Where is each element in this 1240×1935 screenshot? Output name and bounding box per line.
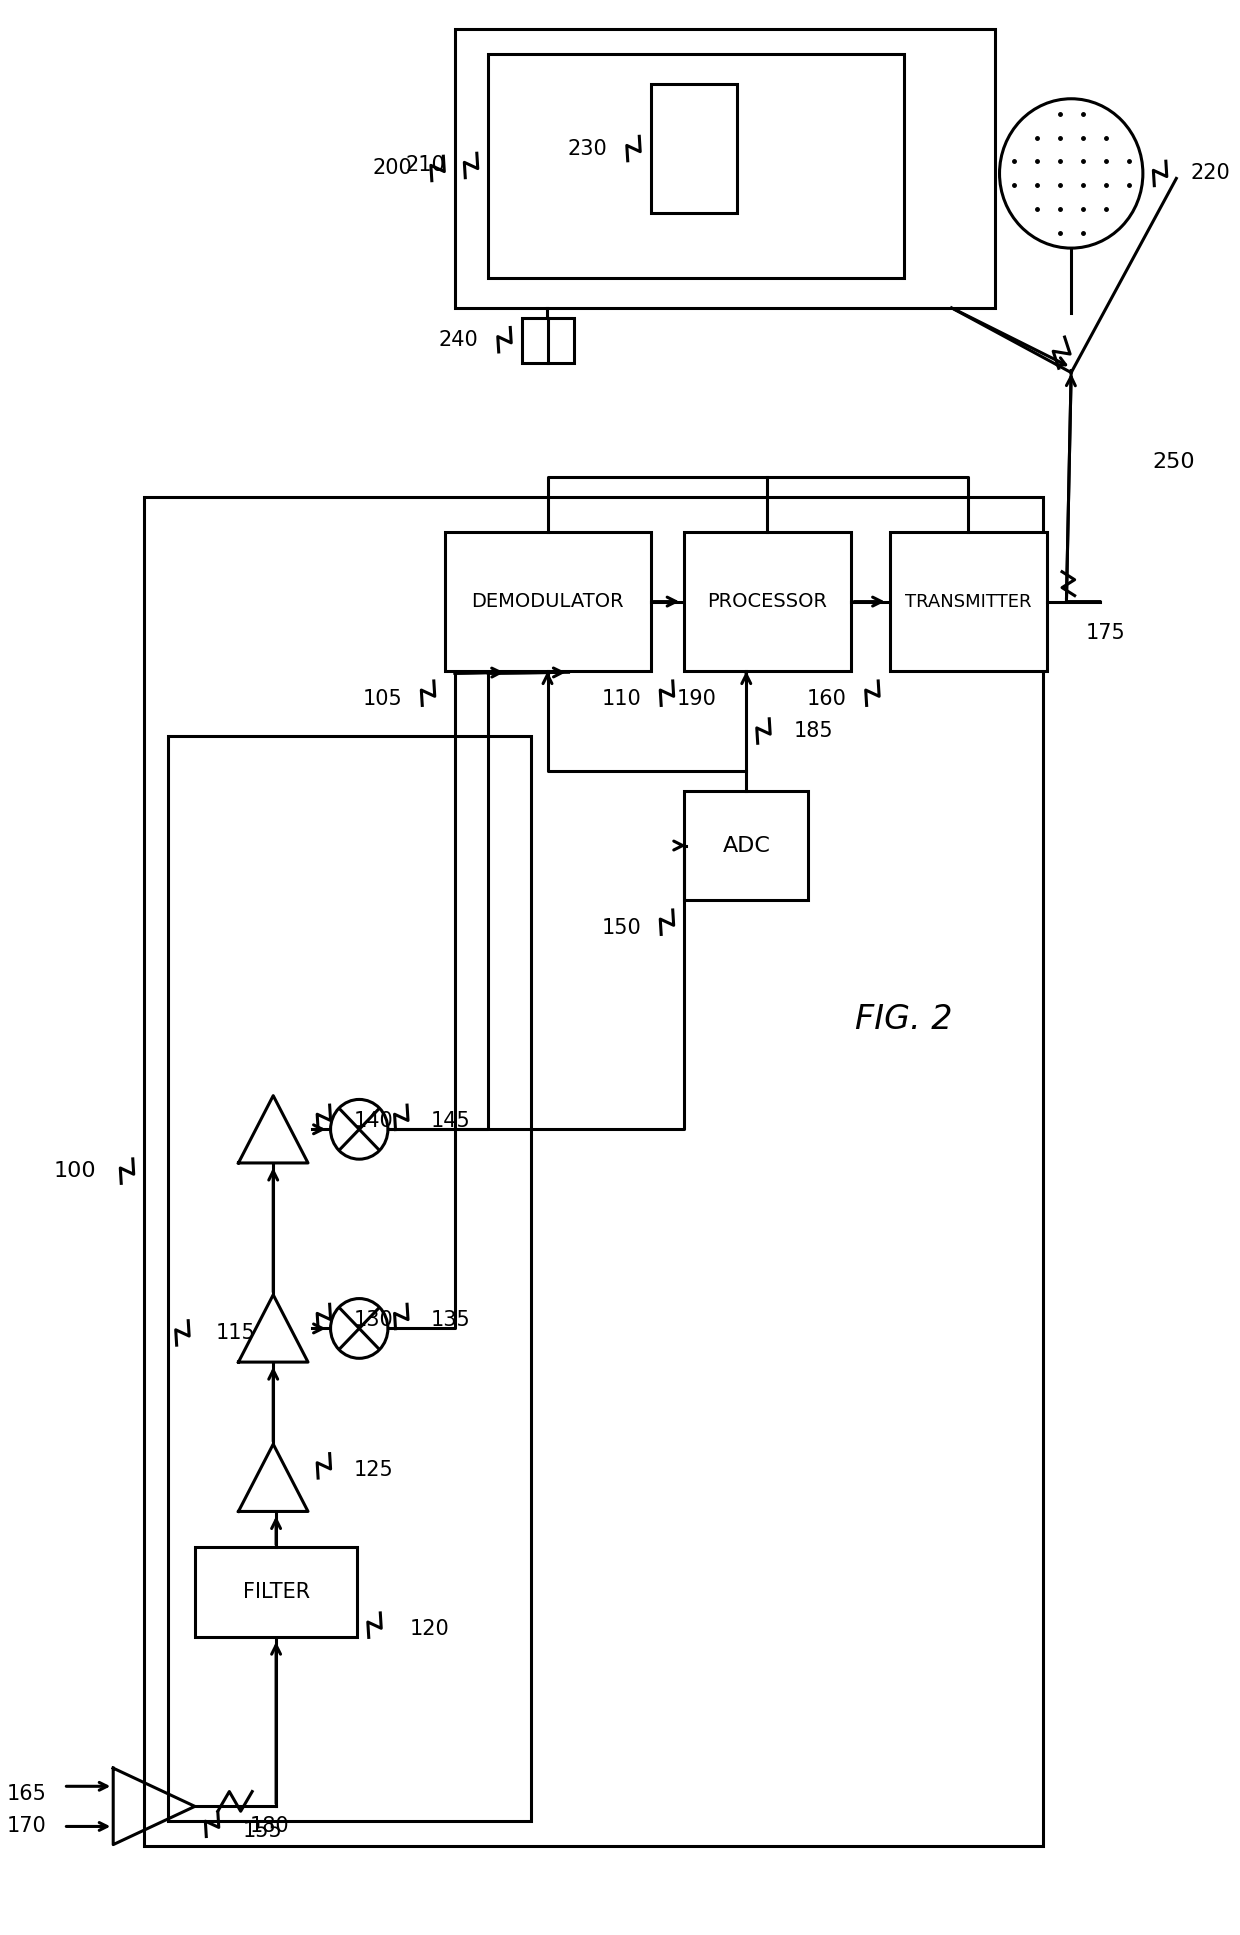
Bar	[489, 54, 904, 279]
Text: 160: 160	[807, 689, 847, 708]
Text: 120: 120	[410, 1620, 450, 1639]
Text: FIG. 2: FIG. 2	[856, 1002, 952, 1037]
Bar	[445, 532, 651, 671]
Bar	[684, 791, 808, 900]
Text: DEMODULATOR: DEMODULATOR	[471, 592, 624, 611]
Bar	[195, 1548, 357, 1637]
Text: ADC: ADC	[723, 836, 770, 855]
Text: 105: 105	[362, 689, 402, 708]
Text: 155: 155	[243, 1821, 283, 1842]
Text: PROCESSOR: PROCESSOR	[707, 592, 827, 611]
Text: 220: 220	[1190, 163, 1230, 184]
Text: 180: 180	[249, 1817, 289, 1836]
Text: 125: 125	[353, 1459, 393, 1480]
Text: 170: 170	[6, 1817, 46, 1836]
Text: 240: 240	[439, 329, 479, 350]
Bar	[684, 532, 852, 671]
Text: 130: 130	[353, 1310, 393, 1331]
Text: 135: 135	[432, 1310, 471, 1331]
Text: 165: 165	[6, 1784, 46, 1803]
Text: 200: 200	[372, 159, 412, 178]
Text: 115: 115	[216, 1324, 255, 1343]
Text: 150: 150	[601, 919, 641, 938]
Text: 145: 145	[432, 1111, 471, 1132]
Text: 100: 100	[53, 1161, 97, 1180]
Text: 250: 250	[1152, 453, 1195, 472]
Text: 175: 175	[1085, 623, 1125, 644]
Text: 140: 140	[353, 1111, 393, 1132]
Text: 185: 185	[794, 722, 833, 741]
Text: 230: 230	[568, 139, 608, 159]
Text: 110: 110	[601, 689, 641, 708]
Bar	[144, 497, 1043, 1846]
Text: FILTER: FILTER	[243, 1583, 310, 1602]
Bar	[455, 29, 994, 308]
Text: 190: 190	[677, 689, 717, 708]
Bar	[522, 317, 574, 362]
Bar	[889, 532, 1048, 671]
Text: TRANSMITTER: TRANSMITTER	[905, 592, 1032, 611]
Text: 210: 210	[405, 155, 445, 176]
Bar	[651, 83, 737, 213]
Bar	[169, 735, 531, 1821]
